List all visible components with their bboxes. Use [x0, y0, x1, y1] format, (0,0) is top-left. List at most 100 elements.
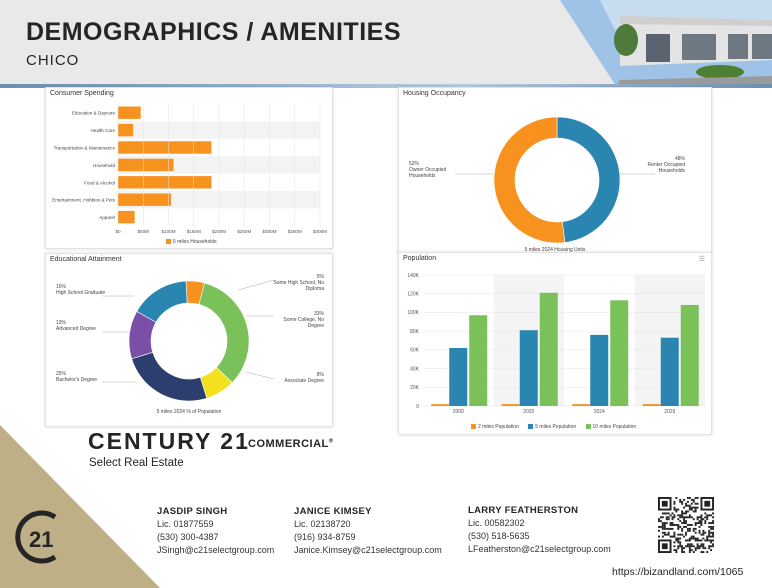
x-tick-label: $200M: [212, 229, 226, 234]
agent-email[interactable]: Janice.Kimsey@c21selectgroup.com: [294, 545, 442, 555]
qr-module: [661, 522, 664, 525]
qr-module: [673, 502, 676, 505]
qr-module: [712, 527, 714, 530]
footer-url[interactable]: https://bizandland.com/1065: [612, 566, 744, 578]
qr-module: [663, 524, 666, 526]
qr-module: [706, 514, 709, 517]
qr-module: [675, 524, 678, 526]
qr-module: [688, 497, 691, 499]
qr-module: [659, 525, 662, 528]
qr-module: [696, 516, 699, 519]
qr-module: [700, 520, 703, 523]
qr-module: [710, 545, 713, 548]
qr-module: [702, 531, 705, 534]
agent-email[interactable]: JSingh@c21selectgroup.com: [157, 545, 275, 555]
qr-module: [702, 518, 705, 521]
qr-module: [700, 533, 703, 536]
qr-module: [712, 520, 714, 523]
qr-module: [658, 518, 660, 521]
qr-module: [708, 522, 711, 525]
qr-module: [685, 539, 687, 542]
qr-module: [681, 549, 684, 552]
bar: [118, 123, 134, 137]
qr-module: [702, 529, 705, 532]
qr-module: [686, 504, 689, 507]
x-tick-label: $400M: [313, 229, 327, 234]
agent-email[interactable]: LFeatherston@c21selectgroup.com: [468, 544, 611, 554]
qr-module: [679, 516, 682, 519]
agent-phone[interactable]: (530) 518-5635: [468, 531, 530, 541]
qr-module: [710, 514, 713, 517]
qr-module: [690, 524, 693, 526]
qr-module: [694, 549, 697, 552]
qr-module: [665, 512, 668, 515]
qr-module: [683, 506, 686, 509]
qr-module: [673, 514, 676, 517]
qr-module: [671, 512, 674, 515]
qr-module: [692, 537, 695, 540]
qr-module: [698, 522, 701, 525]
qr-module: [675, 510, 678, 513]
qr-module: [710, 535, 713, 538]
qr-module: [679, 545, 682, 548]
qr-module: [685, 516, 687, 519]
category-label: Food & Alcohol: [84, 180, 115, 185]
qr-module: [708, 535, 711, 538]
qr-module: [679, 541, 682, 544]
agent-phone[interactable]: (916) 934-8759: [294, 532, 356, 542]
qr-module: [688, 549, 691, 552]
qr-module: [685, 525, 687, 528]
bar: [449, 347, 468, 406]
population-legend: 2 miles Population 5 miles Population 10…: [471, 424, 636, 430]
qr-module: [696, 522, 699, 525]
x-tick-label: 2029: [664, 409, 675, 415]
legend-10mi: 10 miles Population: [592, 424, 637, 430]
qr-module: [659, 520, 662, 523]
category-label: Entertainment, Hobbies & Pets: [52, 198, 116, 203]
bar: [590, 334, 609, 406]
qr-module: [694, 527, 697, 530]
qr-module: [673, 508, 676, 511]
qr-module: [665, 527, 668, 530]
agent-name: JASDIP SINGH: [157, 506, 228, 517]
qr-module: [663, 527, 666, 530]
qr-module: [683, 535, 686, 538]
qr-module: [679, 533, 682, 536]
menu-icon[interactable]: ☰: [698, 256, 705, 263]
qr-module: [692, 527, 695, 530]
qr-module: [658, 535, 660, 538]
qr-module: [677, 524, 680, 526]
leader-line: [237, 279, 275, 291]
y-tick-label: 120K: [407, 292, 419, 298]
qr-module: [663, 512, 666, 515]
qr-module: [704, 531, 707, 534]
qr-module: [665, 533, 668, 536]
agent-license: Lic. 00582302: [468, 518, 525, 528]
qr-module: [683, 525, 686, 528]
agent-phone[interactable]: (530) 300-4387: [157, 532, 219, 542]
qr-module: [704, 539, 707, 542]
y-tick-label: 0: [416, 404, 419, 410]
qr-code-icon[interactable]: [658, 497, 714, 553]
qr-module: [671, 524, 674, 526]
qr-module: [706, 551, 709, 553]
qr-module: [712, 539, 714, 542]
qr-module: [661, 512, 664, 515]
qr-module: [669, 524, 672, 526]
qr-module: [706, 516, 709, 519]
edu-label-associate: 8% Associate Degree: [284, 372, 324, 384]
qr-module: [681, 547, 684, 550]
qr-module: [694, 547, 697, 550]
qr-module: [700, 539, 703, 542]
qr-module: [685, 531, 687, 534]
qr-module: [706, 539, 709, 542]
qr-module: [698, 520, 701, 523]
qr-module: [661, 516, 664, 519]
qr-module: [708, 529, 711, 532]
qr-module: [686, 510, 689, 513]
consumer-legend: 5 miles Households: [166, 239, 217, 245]
qr-module: [710, 531, 713, 534]
qr-module: [712, 525, 714, 528]
edu-label-some-college: 33% Some College, No Degree: [283, 311, 324, 329]
qr-module: [661, 524, 664, 526]
